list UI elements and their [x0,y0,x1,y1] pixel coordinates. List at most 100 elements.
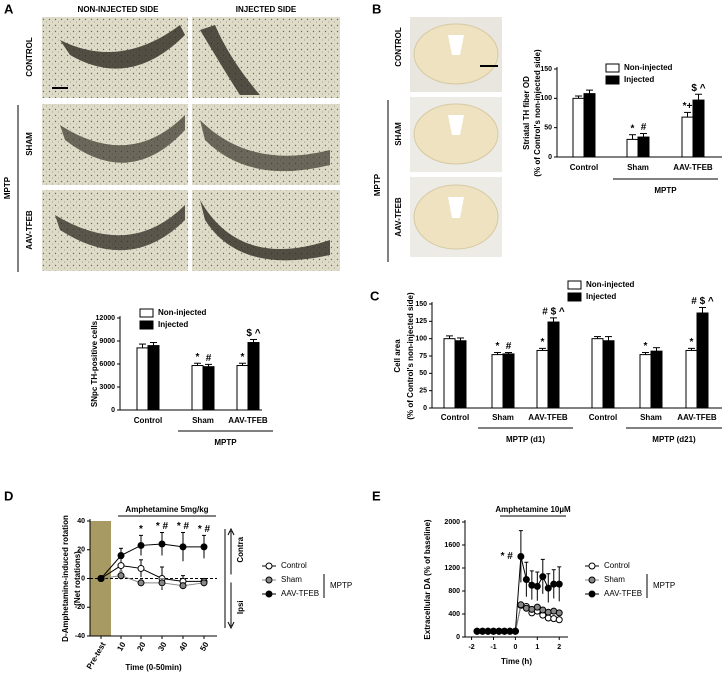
group-label: MPTP [3,176,12,199]
significance-label: *+ [683,101,693,112]
point [533,582,541,590]
x-tick-label: -1 [490,644,496,651]
legend-swatch [605,63,620,73]
y-tick-label: 100 [415,336,427,343]
bar [454,340,467,409]
point [179,582,187,590]
arrow-head [227,621,235,630]
legend-swatch [567,292,582,302]
y-tick-label: 25 [419,388,427,395]
row-label: CONTROL [25,37,34,77]
row-label: SHAM [25,132,34,156]
x-tick-label: Sham [492,413,514,422]
x-tick-label: -2 [468,644,474,651]
y-tick-label: 6000 [99,361,115,368]
point [137,564,145,572]
y-axis-label: D-Amphetamine-induced rotation [61,515,70,642]
significance-label: # $ ^ [691,296,714,307]
point [117,572,125,580]
significance-label: * # [501,551,514,562]
legend-label: Control [604,561,630,570]
bar [136,347,149,411]
y-tick-label: 20 [77,547,85,554]
y-tick-label: 125 [415,318,427,325]
y-tick-label: 1600 [444,542,460,549]
point [550,615,558,623]
group-label: MPTP [214,438,237,447]
group-label: MPTP [654,186,677,195]
point [517,601,525,609]
point [522,604,530,612]
bar [536,349,549,409]
x-tick-label: AAV-TFEB [228,416,268,425]
bar [202,366,215,411]
legend-swatch [139,320,154,330]
panel-label: C [370,288,380,303]
point [179,543,187,551]
x-axis-label: Time (0-50min) [125,663,182,672]
x-axis-label: Time (h) [501,657,532,666]
point [544,608,552,616]
y-tick-label: -20 [75,604,85,611]
bar [547,321,560,409]
significance-label: $ ^ [691,83,705,94]
y-tick-label: 0 [81,575,85,582]
significance-label: * [631,123,635,134]
legend-group: MPTP [653,581,675,590]
row-label: AAV-TFEB [25,210,34,250]
significance-label: * # [156,521,169,532]
bar [602,340,615,409]
significance-label: # $ ^ [542,307,565,318]
x-tick-label: Control [589,413,617,422]
legend-label: AAV-TFEB [281,589,319,598]
y-axis-label: Extracellular DA (% of baseline) [423,519,432,640]
group-label: MPTP (d1) [506,435,545,444]
bar [491,354,504,409]
y-tick-label: 9000 [99,338,115,345]
x-tick-label: AAV-TFEB [677,413,717,422]
legend-label: Sham [604,575,625,584]
significance-label: * [196,352,200,363]
legend-label: Non-injected [158,308,207,317]
x-tick-label: Control [570,163,598,172]
bar [583,93,596,158]
y-axis-label: Cell area [393,339,402,373]
point [533,603,541,611]
annotation: Amphetamine 10µM [495,505,571,514]
point [544,584,552,592]
series-line [100,575,205,587]
significance-label: # [641,122,647,133]
x-tick-label: 30 [156,640,169,653]
significance-label: $ ^ [246,328,260,339]
y-axis-label: (% of Control's non-injected side) [406,292,415,420]
significance-label: * # [198,524,211,535]
point [522,576,530,583]
point [158,579,166,587]
significance-label: * [541,337,545,348]
y-axis-label: SNpc TH-positive cells [90,320,99,407]
significance-label: * [644,341,648,352]
y-tick-label: 50 [544,125,552,132]
legend-label: Sham [281,575,302,584]
y-tick-label: 1200 [444,565,460,572]
point [517,553,525,560]
row-label: CONTROL [394,27,403,67]
legend-label: Injected [158,320,188,329]
panel-label: D [4,488,13,503]
x-tick-label: 20 [135,640,148,653]
y-tick-label: 150 [415,301,427,308]
row-label: SHAM [394,122,403,146]
x-tick-label: 2 [557,644,561,651]
point [200,579,208,587]
column-label: INJECTED SIDE [236,5,297,14]
series-line [100,565,204,582]
panel-label: A [4,1,14,16]
y-tick-label: 0 [423,405,427,412]
x-tick-label: Sham [640,413,662,422]
legend-label: AAV-TFEB [604,589,642,598]
legend-swatch [605,75,620,85]
side-label: Ipsi [236,600,245,614]
y-tick-label: 400 [448,611,460,618]
y-tick-label: 0 [548,154,552,161]
point [555,580,563,588]
